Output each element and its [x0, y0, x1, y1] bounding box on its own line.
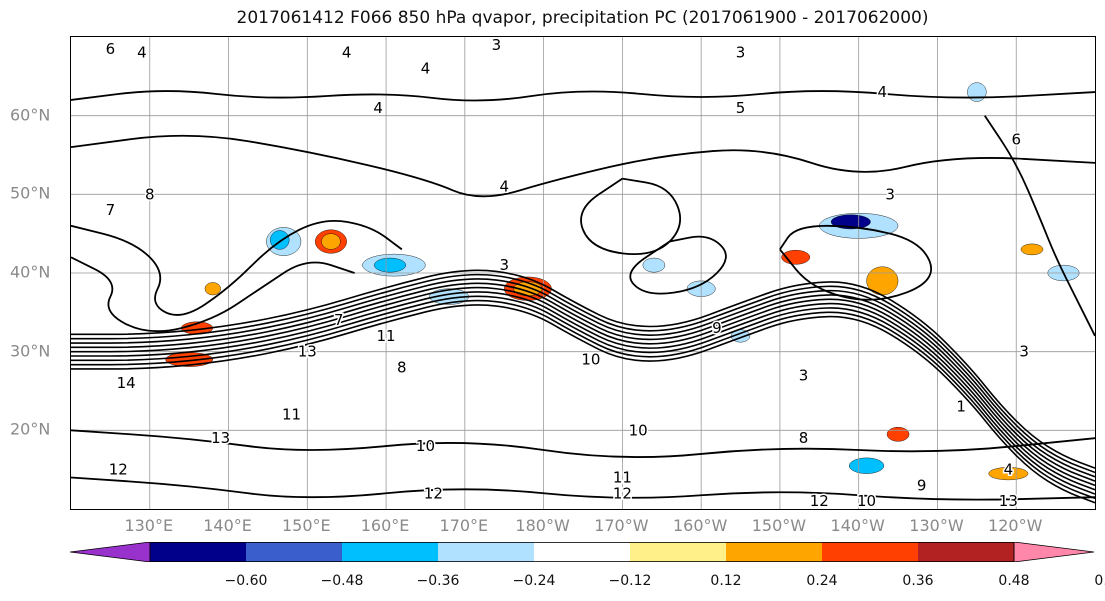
- longitude-label: 130°W: [909, 516, 963, 535]
- longitude-label: 150°E: [282, 516, 331, 535]
- colorbar-segment: [246, 542, 343, 562]
- precipitation-patch: [205, 282, 221, 295]
- qvapor-contour-line: [71, 136, 1095, 197]
- precipitation-patch: [643, 258, 665, 272]
- colorbar-tick-label: 0.60: [1094, 573, 1105, 589]
- map-panel[interactable]: 6 4 4 3 4 3 4 4 5 4 3 6 7 8 7 11 13 14 8 13 11 10 12 10 11 12 3 9 10…: [70, 36, 1096, 510]
- map-canvas: 6 4 4 3434454367871113148131110121011123910…: [71, 37, 1095, 509]
- contour-value-label: 1: [956, 398, 966, 416]
- longitude-label: 160°E: [361, 516, 410, 535]
- contour-value-label: 9: [917, 476, 927, 494]
- contour-value-label: 7: [106, 201, 116, 219]
- contour-value-label: 13: [298, 343, 317, 361]
- contour-value-label: 12: [810, 492, 829, 509]
- precipitation-patch: [1021, 244, 1043, 255]
- colorbar-segment: [342, 542, 439, 562]
- contour-value-label: 4: [1004, 461, 1014, 479]
- colorbar-segment: [822, 542, 919, 562]
- precipitation-patch: [849, 458, 884, 474]
- colorbar-extend-high: [1014, 542, 1094, 562]
- contour-value-label: 6: [1011, 130, 1021, 148]
- contour-value-label: 11: [377, 327, 396, 345]
- colorbar-tick-label: −0.24: [513, 573, 556, 589]
- contour-value-label: 3: [492, 37, 502, 54]
- qvapor-contour-line: [71, 288, 1095, 486]
- contour-value-label: 3: [499, 256, 509, 274]
- contour-value-label: 12: [424, 484, 443, 502]
- contour-value-label: 10: [581, 351, 600, 369]
- contour-value-label: 3: [885, 185, 895, 203]
- latitude-label: 20°N: [10, 420, 65, 439]
- contour-value-label: 4: [342, 44, 352, 62]
- contour-value-label: 10: [629, 421, 648, 439]
- contour-value-label: 5: [736, 99, 746, 117]
- qvapor-contour-line: [71, 292, 1095, 490]
- precipitation-patch: [887, 427, 909, 441]
- colorbar-tick-label: −0.12: [609, 573, 652, 589]
- longitude-label: 170°E: [440, 516, 489, 535]
- contour-value-label: 8: [397, 358, 407, 376]
- qvapor-contour-line: [71, 91, 1095, 100]
- qvapor-contour-line: [71, 478, 1095, 500]
- colorbar-segment: [150, 542, 247, 562]
- colorbar-extend-low: [70, 542, 150, 562]
- colorbar-segment: [918, 542, 1015, 562]
- longitude-label: 180°W: [515, 516, 569, 535]
- longitude-label: 130°E: [124, 516, 173, 535]
- contour-value-label: 3: [799, 366, 809, 384]
- colorbar-tick-label: −0.36: [417, 573, 460, 589]
- longitude-label: 140°E: [203, 516, 252, 535]
- contour-value-label: 12: [109, 461, 128, 479]
- contour-value-label: 9: [712, 319, 722, 337]
- colorbar-segment: [534, 542, 631, 562]
- map-title: 2017061412 F066 850 hPa qvapor, precipit…: [0, 8, 1105, 28]
- precipitation-patch: [967, 83, 986, 102]
- contour-value-label: 12: [613, 484, 632, 502]
- contour-value-label: 10: [416, 437, 435, 455]
- longitude-label: 140°W: [831, 516, 885, 535]
- colorbar-tick-label: 0.12: [710, 573, 741, 589]
- contour-value-label: 4: [421, 59, 431, 77]
- latitude-label: 40°N: [10, 263, 65, 282]
- colorbar-segment: [438, 542, 535, 562]
- contour-value-label: 6: [106, 40, 116, 58]
- precipitation-patch: [321, 234, 340, 250]
- latitude-label: 30°N: [10, 341, 65, 360]
- latitude-label: 50°N: [10, 184, 65, 203]
- colorbar-segment: [630, 542, 727, 562]
- contour-value-label: 13: [211, 429, 230, 447]
- contour-value-label: 8: [799, 429, 809, 447]
- latitude-label: 60°N: [10, 105, 65, 124]
- contour-value-label: 13: [999, 492, 1018, 509]
- contour-value-label: 14: [117, 374, 136, 392]
- colorbar: [70, 542, 1094, 562]
- colorbar-tick-label: 0.36: [902, 573, 933, 589]
- longitude-label: 120°W: [988, 516, 1042, 535]
- contour-value-label: 7: [334, 311, 344, 329]
- colorbar-tick-label: 0.48: [998, 573, 1029, 589]
- contour-value-label: 3: [736, 44, 746, 62]
- colorbar-segment: [726, 542, 823, 562]
- precipitation-patch: [374, 258, 406, 272]
- contour-value-label: 8: [145, 185, 155, 203]
- contour-value-label: 4: [878, 83, 888, 101]
- longitude-label: 150°W: [752, 516, 806, 535]
- contour-value-label: 3: [1019, 343, 1029, 361]
- qvapor-contour-line: [985, 116, 1095, 336]
- contour-value-label: 10: [857, 492, 876, 509]
- colorbar-tick-label: −0.60: [225, 573, 268, 589]
- colorbar-tick-label: 0.24: [806, 573, 837, 589]
- contour-value-label: 11: [282, 406, 301, 424]
- longitude-label: 170°W: [594, 516, 648, 535]
- longitude-label: 160°W: [673, 516, 727, 535]
- contour-value-label: 4: [499, 177, 509, 195]
- qvapor-contour-line: [581, 179, 680, 255]
- contour-value-label: 4: [373, 99, 383, 117]
- contour-value-label: 4: [137, 44, 147, 62]
- colorbar-tick-label: −0.48: [321, 573, 364, 589]
